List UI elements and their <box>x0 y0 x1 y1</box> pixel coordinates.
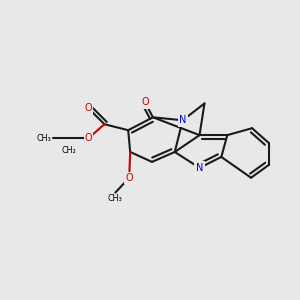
Text: O: O <box>85 133 92 143</box>
Text: O: O <box>141 98 149 107</box>
Text: CH₂: CH₂ <box>61 146 76 154</box>
Text: O: O <box>125 173 133 183</box>
Text: N: N <box>179 115 186 125</box>
Text: O: O <box>85 103 92 113</box>
Text: N: N <box>196 163 203 173</box>
Text: CH₃: CH₃ <box>108 194 123 203</box>
Text: CH₃: CH₃ <box>37 134 51 142</box>
